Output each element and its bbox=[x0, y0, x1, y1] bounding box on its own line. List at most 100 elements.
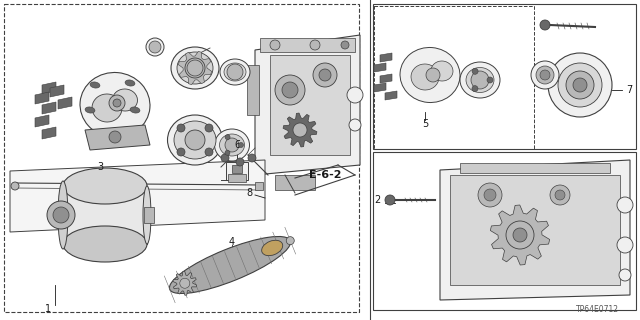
Circle shape bbox=[385, 195, 395, 205]
Ellipse shape bbox=[466, 68, 494, 92]
Polygon shape bbox=[42, 102, 56, 114]
Circle shape bbox=[225, 135, 230, 140]
Circle shape bbox=[227, 64, 243, 80]
Circle shape bbox=[513, 228, 527, 242]
Ellipse shape bbox=[85, 107, 95, 113]
Ellipse shape bbox=[460, 62, 500, 98]
Ellipse shape bbox=[170, 236, 291, 293]
Bar bbox=[226, 162, 248, 180]
Circle shape bbox=[471, 71, 489, 89]
Circle shape bbox=[319, 69, 331, 81]
Circle shape bbox=[566, 71, 594, 99]
Circle shape bbox=[349, 119, 361, 131]
Circle shape bbox=[221, 154, 229, 162]
Circle shape bbox=[558, 63, 602, 107]
Polygon shape bbox=[490, 205, 550, 265]
Circle shape bbox=[484, 189, 496, 201]
Circle shape bbox=[225, 150, 230, 155]
Ellipse shape bbox=[174, 121, 216, 159]
Bar bbox=[232, 165, 242, 173]
Bar bbox=[247, 65, 259, 115]
Text: 6: 6 bbox=[234, 140, 240, 150]
Circle shape bbox=[109, 95, 125, 111]
Ellipse shape bbox=[262, 240, 283, 256]
Polygon shape bbox=[173, 271, 196, 295]
Ellipse shape bbox=[431, 61, 453, 81]
Circle shape bbox=[239, 142, 243, 148]
Polygon shape bbox=[35, 115, 49, 127]
Bar bbox=[63, 186, 147, 244]
Text: 8: 8 bbox=[246, 188, 252, 198]
Circle shape bbox=[275, 75, 305, 105]
Bar bbox=[270, 55, 350, 155]
Ellipse shape bbox=[63, 226, 147, 262]
Circle shape bbox=[617, 197, 633, 213]
Polygon shape bbox=[50, 85, 64, 97]
Circle shape bbox=[11, 182, 19, 190]
Bar bbox=[450, 175, 620, 285]
Ellipse shape bbox=[63, 168, 147, 204]
Polygon shape bbox=[275, 175, 315, 190]
Ellipse shape bbox=[224, 63, 246, 81]
Circle shape bbox=[472, 68, 478, 74]
Circle shape bbox=[540, 20, 550, 30]
Circle shape bbox=[573, 78, 587, 92]
Ellipse shape bbox=[90, 82, 100, 88]
Circle shape bbox=[487, 77, 493, 83]
Circle shape bbox=[177, 148, 185, 156]
Ellipse shape bbox=[125, 80, 135, 86]
Ellipse shape bbox=[214, 129, 250, 161]
Circle shape bbox=[478, 183, 502, 207]
Circle shape bbox=[177, 124, 185, 132]
Bar bbox=[144, 207, 154, 223]
Circle shape bbox=[506, 221, 534, 249]
Circle shape bbox=[550, 185, 570, 205]
Bar bbox=[255, 182, 263, 190]
Circle shape bbox=[270, 40, 280, 50]
Polygon shape bbox=[35, 92, 49, 104]
Circle shape bbox=[347, 87, 363, 103]
Ellipse shape bbox=[130, 107, 140, 113]
Bar bbox=[228, 174, 246, 182]
Circle shape bbox=[180, 278, 190, 288]
Circle shape bbox=[282, 82, 298, 98]
Circle shape bbox=[99, 245, 105, 251]
Polygon shape bbox=[374, 83, 386, 92]
Circle shape bbox=[109, 131, 121, 143]
Ellipse shape bbox=[92, 94, 122, 122]
Ellipse shape bbox=[220, 59, 250, 85]
Circle shape bbox=[185, 58, 205, 78]
Polygon shape bbox=[374, 63, 386, 72]
Text: 3: 3 bbox=[97, 162, 103, 172]
Ellipse shape bbox=[400, 47, 460, 102]
Circle shape bbox=[426, 68, 440, 82]
Ellipse shape bbox=[80, 73, 150, 138]
Bar bbox=[373, 4, 636, 149]
Circle shape bbox=[555, 190, 565, 200]
Circle shape bbox=[619, 269, 631, 281]
Circle shape bbox=[472, 86, 478, 92]
Polygon shape bbox=[255, 35, 360, 175]
Circle shape bbox=[310, 40, 320, 50]
Ellipse shape bbox=[171, 47, 219, 89]
Polygon shape bbox=[440, 160, 630, 300]
Circle shape bbox=[205, 148, 213, 156]
Text: TP64E0712: TP64E0712 bbox=[575, 306, 618, 315]
Polygon shape bbox=[380, 53, 392, 62]
Circle shape bbox=[53, 207, 69, 223]
Circle shape bbox=[205, 124, 213, 132]
Polygon shape bbox=[42, 82, 56, 94]
Text: 5: 5 bbox=[422, 119, 428, 129]
Circle shape bbox=[47, 201, 75, 229]
Text: 4: 4 bbox=[229, 237, 235, 247]
Circle shape bbox=[536, 66, 554, 84]
Polygon shape bbox=[10, 160, 265, 232]
Polygon shape bbox=[42, 127, 56, 139]
Circle shape bbox=[113, 99, 121, 107]
Circle shape bbox=[313, 63, 337, 87]
Ellipse shape bbox=[177, 52, 213, 84]
Polygon shape bbox=[58, 97, 72, 109]
Ellipse shape bbox=[113, 89, 138, 111]
Circle shape bbox=[187, 60, 203, 76]
Text: 2: 2 bbox=[374, 195, 380, 205]
